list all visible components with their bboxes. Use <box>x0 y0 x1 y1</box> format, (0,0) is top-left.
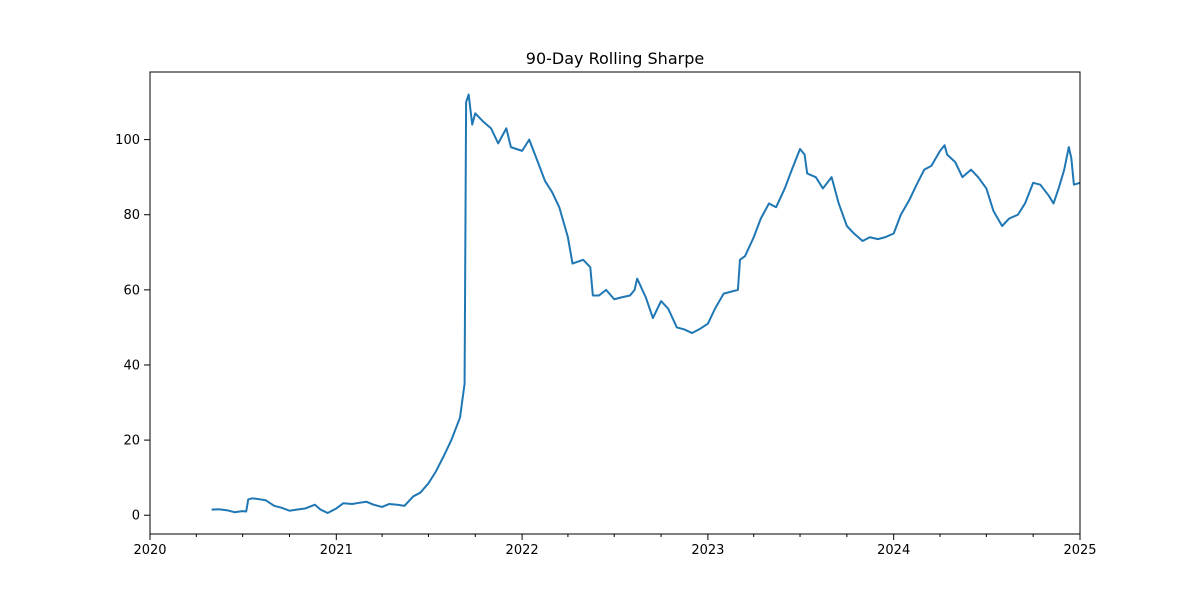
chart-title: 90-Day Rolling Sharpe <box>526 49 704 68</box>
x-tick-label: 2022 <box>506 543 539 558</box>
y-tick-label: 100 <box>115 133 140 148</box>
x-tick-label: 2024 <box>877 543 910 558</box>
y-tick-label: 80 <box>123 208 140 223</box>
x-tick-label: 2020 <box>133 543 166 558</box>
x-axis-ticks: 2020 2021 2022 2023 2024 2025 <box>133 534 1097 558</box>
y-tick-label: 20 <box>123 434 140 449</box>
y-axis-ticks: 0 20 40 60 80 100 <box>115 133 150 524</box>
axes-frame <box>149 71 1081 535</box>
y-tick-label: 0 <box>132 509 140 524</box>
x-tick-label: 2025 <box>1063 543 1096 558</box>
series-line <box>211 93 1081 514</box>
x-tick-label: 2023 <box>691 543 724 558</box>
x-tick-label: 2021 <box>320 543 353 558</box>
y-tick-label: 40 <box>123 358 140 373</box>
plot-area <box>211 93 1081 514</box>
y-tick-label: 60 <box>123 283 140 298</box>
